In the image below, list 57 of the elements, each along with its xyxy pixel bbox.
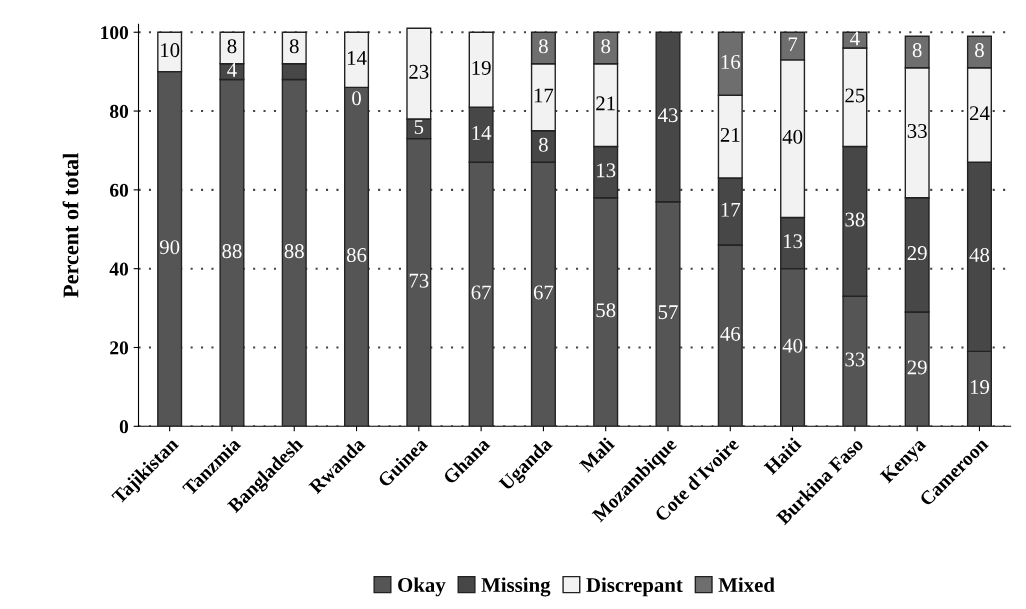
data-label: 17 [721, 202, 741, 217]
data-label: 8 [912, 43, 922, 58]
data-label: 88 [284, 244, 304, 259]
y-tick-label: 40 [109, 262, 129, 276]
data-label: 29 [907, 246, 927, 261]
y-tick-label: 100 [101, 26, 129, 40]
data-label: 4 [227, 62, 237, 77]
data-label: 57 [658, 305, 678, 320]
data-label: 29 [907, 360, 927, 375]
data-label: 67 [533, 285, 554, 300]
legend-label: Mixed [718, 577, 775, 593]
data-label: 5 [414, 120, 424, 134]
data-label: 38 [845, 212, 865, 227]
data-label: 67 [471, 285, 491, 300]
data-label: 8 [539, 137, 548, 152]
data-label: 73 [409, 273, 429, 288]
y-tick-label: 20 [110, 341, 129, 355]
data-label: 8 [601, 39, 611, 54]
data-label: 23 [409, 64, 429, 79]
data-label: 40 [782, 129, 803, 144]
data-label: 0 [352, 91, 361, 106]
data-label: 88 [222, 244, 242, 259]
data-label: 8 [975, 43, 984, 58]
y-tick-label: 80 [109, 104, 129, 118]
data-label: 19 [970, 380, 990, 395]
data-label: 8 [539, 39, 548, 54]
data-label: 33 [907, 123, 927, 138]
data-label: 46 [720, 326, 741, 341]
data-label: 10 [161, 43, 180, 58]
data-label: 16 [721, 54, 741, 69]
data-label: 40 [782, 338, 803, 353]
data-label: 25 [845, 88, 865, 103]
data-label: 21 [596, 96, 615, 111]
data-label: 8 [289, 39, 299, 54]
data-label: 86 [346, 248, 367, 263]
y-tick-label: 60 [110, 183, 129, 197]
data-label: 14 [472, 125, 492, 140]
legend-label: Discrepant [586, 577, 683, 597]
data-label: 33 [845, 352, 865, 367]
data-label: 14 [347, 51, 367, 65]
data-label: 48 [969, 248, 990, 263]
data-label: 13 [597, 163, 616, 178]
legend-label: Missing [481, 577, 551, 597]
data-label: 17 [534, 88, 554, 103]
data-label: 8 [227, 39, 237, 54]
data-label: 7 [788, 37, 798, 52]
data-label: 21 [720, 127, 740, 142]
data-label: 90 [159, 240, 180, 255]
data-label: 24 [969, 106, 990, 120]
data-label: 43 [657, 108, 678, 123]
y-axis-title: Percent of total [62, 153, 79, 298]
data-label: 19 [472, 60, 491, 75]
legend-label: Okay [398, 577, 446, 597]
data-label: 58 [596, 303, 616, 318]
data-label: 4 [850, 31, 860, 46]
y-tick-label: 0 [119, 420, 129, 434]
data-label: 13 [784, 234, 803, 249]
